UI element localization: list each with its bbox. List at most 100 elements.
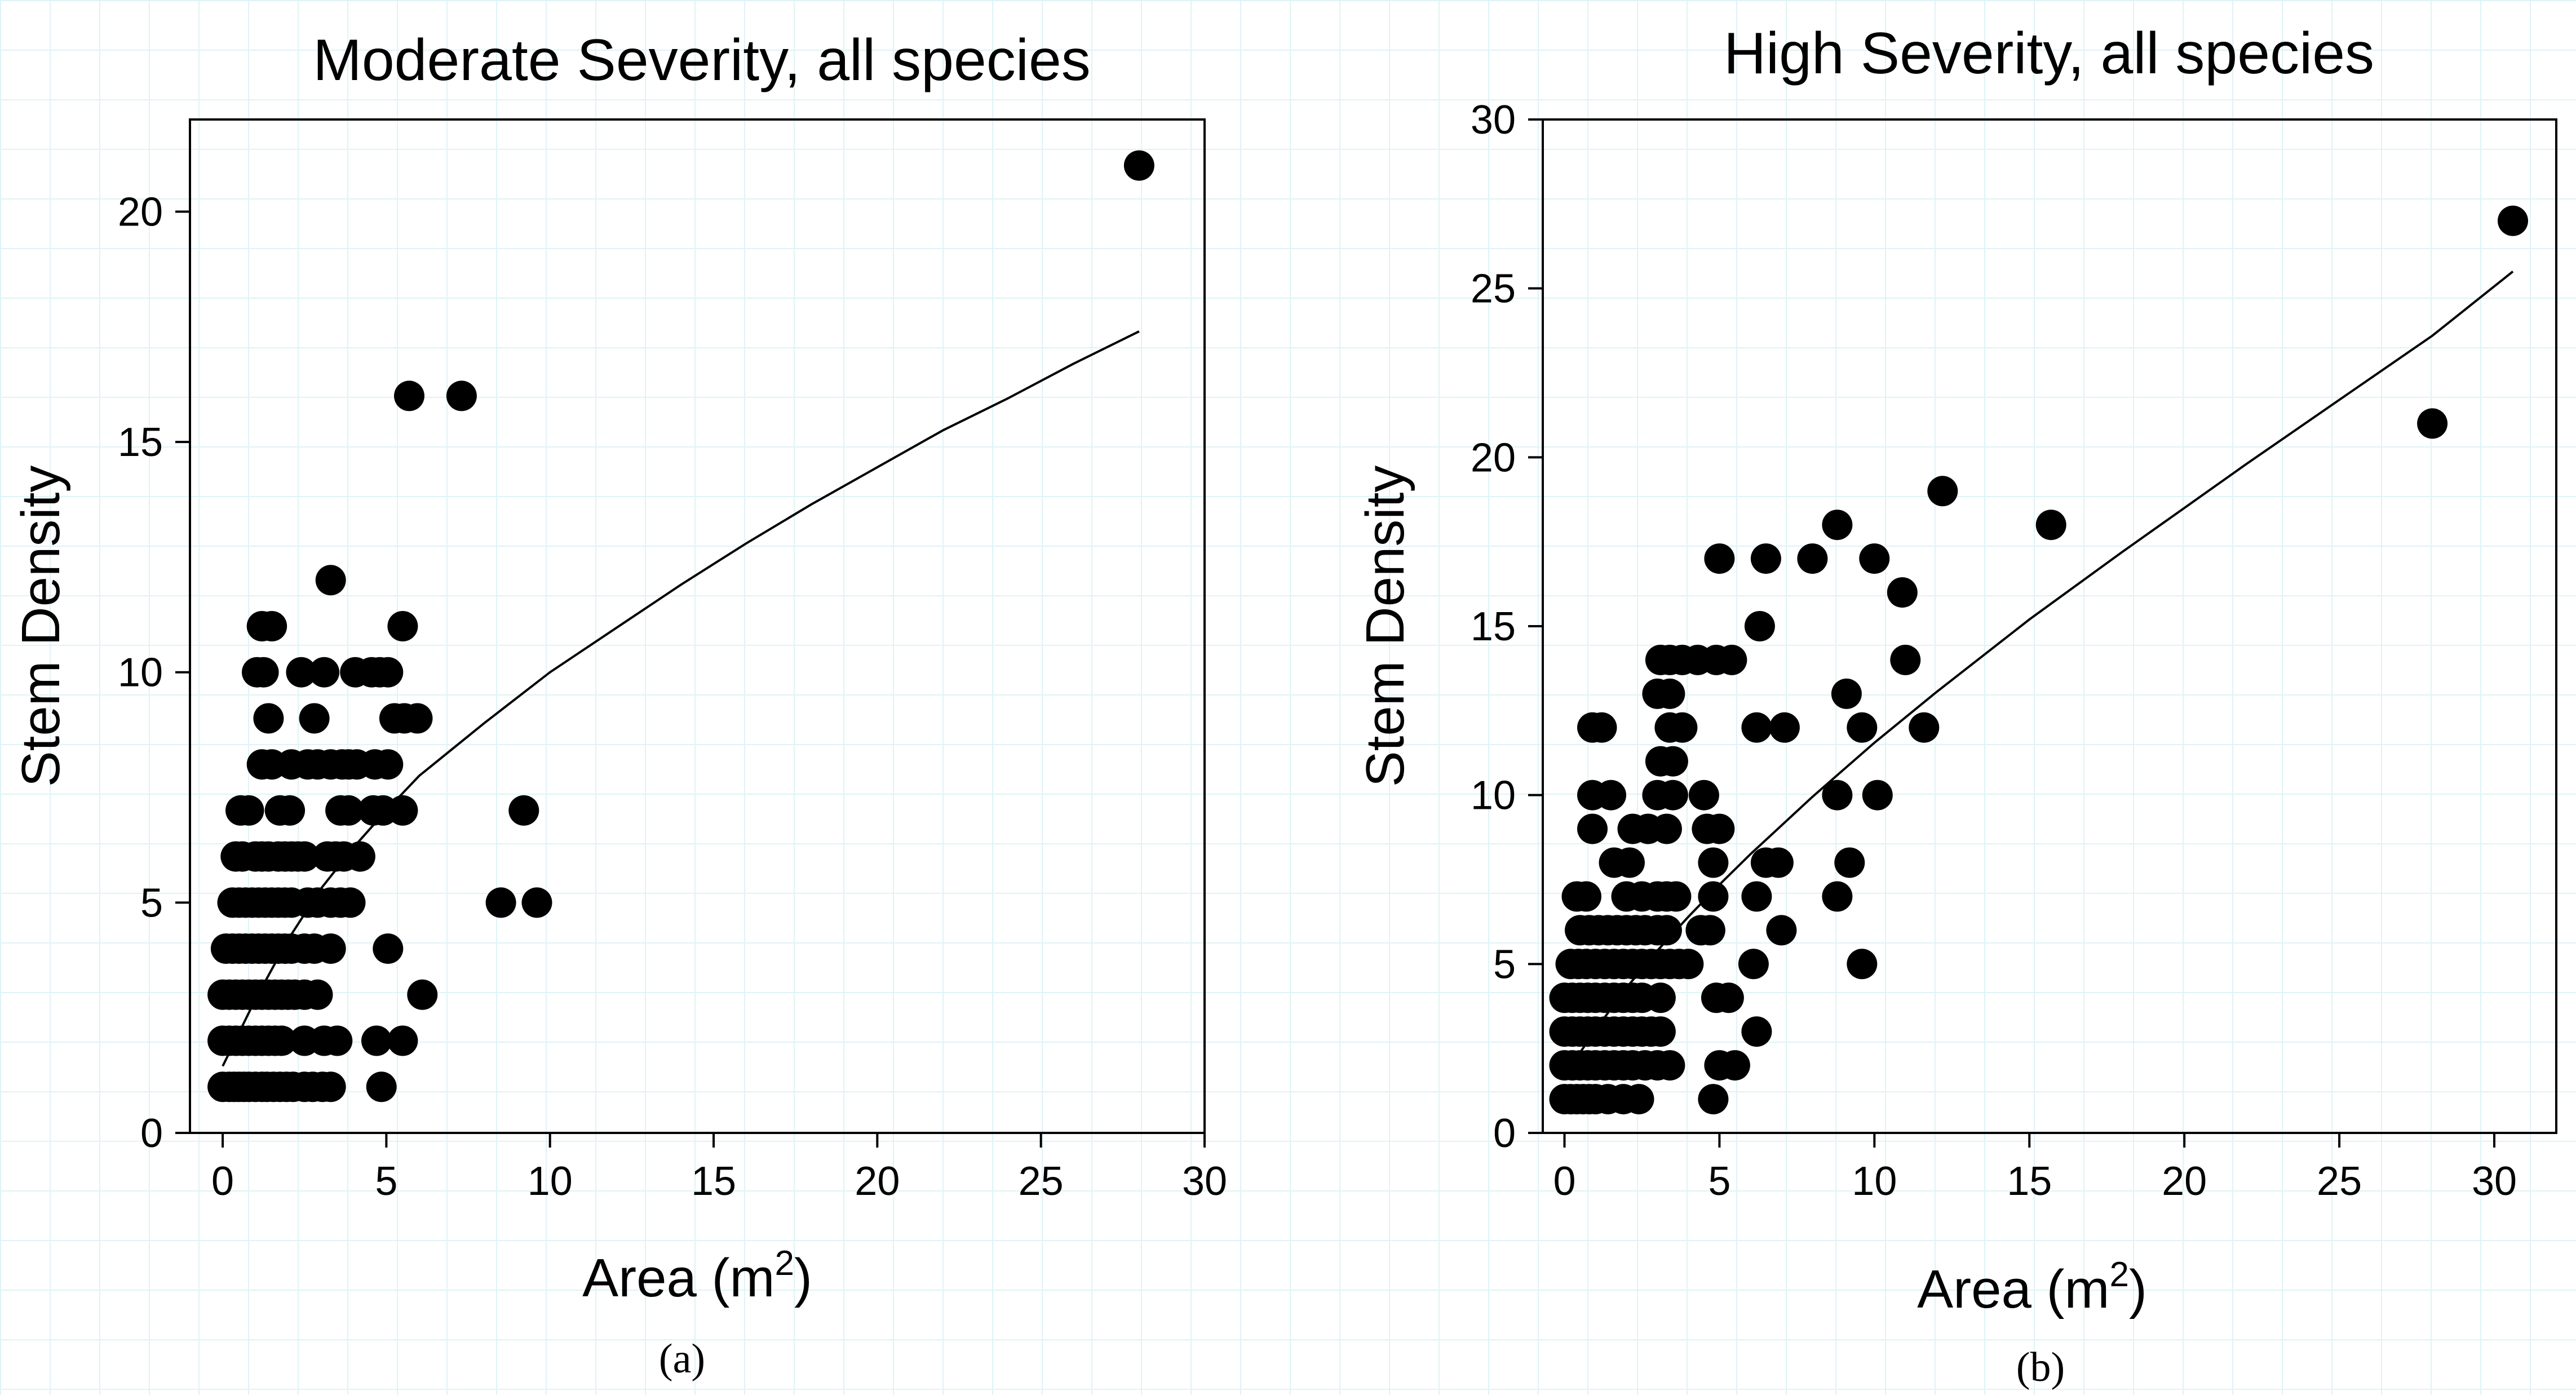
data-point: [1859, 543, 1890, 574]
data-point: [1890, 644, 1921, 675]
data-point: [1667, 712, 1698, 743]
data-point: [1713, 982, 1744, 1013]
data-point: [299, 703, 330, 734]
data-point: [1797, 543, 1828, 574]
data-point: [2417, 408, 2448, 439]
chart-title: High Severity, all species: [1724, 21, 2374, 86]
x-tick-label: 15: [691, 1159, 736, 1204]
data-point: [1651, 813, 1682, 844]
data-point: [315, 565, 346, 596]
data-point: [1862, 780, 1893, 811]
data-point: [1741, 881, 1772, 912]
data-point: [1698, 1084, 1729, 1115]
x-tick-label: 5: [1708, 1159, 1730, 1204]
fit-curve: [1563, 271, 2514, 1077]
data-point: [1698, 847, 1729, 878]
chart-title: Moderate Severity, all species: [313, 28, 1091, 93]
x-tick-label: 10: [528, 1159, 573, 1204]
data-point: [485, 887, 516, 918]
y-tick-label: 20: [118, 189, 163, 234]
data-point: [1744, 611, 1775, 641]
data-point: [1577, 813, 1608, 844]
fit-line: [1563, 271, 2514, 1077]
y-tick-label: 10: [1471, 773, 1516, 818]
data-point: [253, 703, 284, 734]
data-point: [1927, 476, 1958, 507]
y-tick-label: 5: [1493, 942, 1516, 987]
data-point: [1719, 1050, 1750, 1081]
data-point: [1741, 712, 1772, 743]
data-point: [373, 933, 404, 964]
data-point: [344, 841, 375, 872]
data-point: [407, 979, 438, 1010]
y-tick-label: 10: [118, 650, 163, 696]
y-tick-label: 30: [1471, 98, 1516, 143]
data-point: [2035, 510, 2066, 541]
y-tick-label: 15: [1471, 604, 1516, 649]
data-point: [333, 795, 364, 826]
data-point: [1822, 881, 1853, 912]
data-point: [1769, 712, 1800, 743]
data-point: [1831, 678, 1862, 709]
data-point: [387, 1025, 418, 1056]
data-point: [373, 749, 404, 780]
y-tick-label: 20: [1471, 435, 1516, 480]
data-point: [1763, 847, 1794, 878]
data-point: [322, 1025, 353, 1056]
chart-panel-high-severity: High Severity, all species 0 5 10 15 20 25 300…: [1355, 21, 2557, 1390]
data-point: [335, 887, 366, 918]
data-point: [1651, 915, 1682, 946]
plot-frame: [189, 118, 1206, 1134]
data-point: [394, 380, 424, 411]
y-axis-label: Stem Density: [1355, 466, 1415, 787]
x-tick-label: 25: [2317, 1159, 2362, 1204]
data-point: [1698, 881, 1729, 912]
y-tick-label: 15: [118, 420, 163, 465]
fit-line: [222, 330, 1140, 1067]
x-tick-label: 30: [1182, 1159, 1227, 1204]
x-tick-label: 30: [2472, 1159, 2517, 1204]
data-point: [1887, 577, 1918, 608]
data-point: [233, 795, 264, 826]
data-point: [361, 1025, 392, 1056]
data-point: [1654, 1050, 1685, 1081]
data-point: [315, 1071, 346, 1102]
x-tick-label: 15: [2007, 1159, 2052, 1204]
data-point: [1123, 150, 1154, 181]
data-point: [302, 979, 333, 1010]
data-point: [1596, 780, 1626, 811]
data-point: [266, 1025, 297, 1056]
data-point: [387, 795, 418, 826]
x-tick-label: 0: [211, 1159, 234, 1204]
data-point: [1623, 1084, 1654, 1115]
y-tick-label: 0: [140, 1111, 163, 1156]
data-point: [1661, 881, 1692, 912]
x-tick-label: 20: [2162, 1159, 2207, 1204]
data-point: [508, 795, 539, 826]
data-point: [286, 657, 317, 688]
data-point: [1694, 915, 1725, 946]
data-point: [309, 657, 340, 688]
data-point: [256, 611, 287, 641]
data-point: [1750, 543, 1781, 574]
panel-caption-a: (a): [659, 1336, 705, 1382]
y-tick-label: 25: [1471, 267, 1516, 312]
data-point: [1741, 1016, 1772, 1047]
data-point: [402, 703, 433, 734]
data-point: [2498, 205, 2528, 236]
axis-ticks: 0 5 10 15 20 25 30 0 5 10 15 20 25 30: [1471, 98, 2517, 1204]
data-point: [248, 657, 279, 688]
data-point: [1645, 982, 1676, 1013]
data-point: [1834, 847, 1865, 878]
data-point: [1571, 881, 1601, 912]
data-point: [1586, 712, 1617, 743]
data-point: [275, 795, 306, 826]
data-point: [1645, 1016, 1676, 1047]
data-point: [1673, 949, 1704, 980]
data-points: [1549, 205, 2528, 1115]
panel-caption-b: (b): [2016, 1344, 2065, 1390]
chart-panel-moderate-severity: Moderate Severity, all species 0 5 10 15 20 2…: [11, 28, 1227, 1382]
data-point: [289, 841, 320, 872]
data-point: [1654, 678, 1685, 709]
